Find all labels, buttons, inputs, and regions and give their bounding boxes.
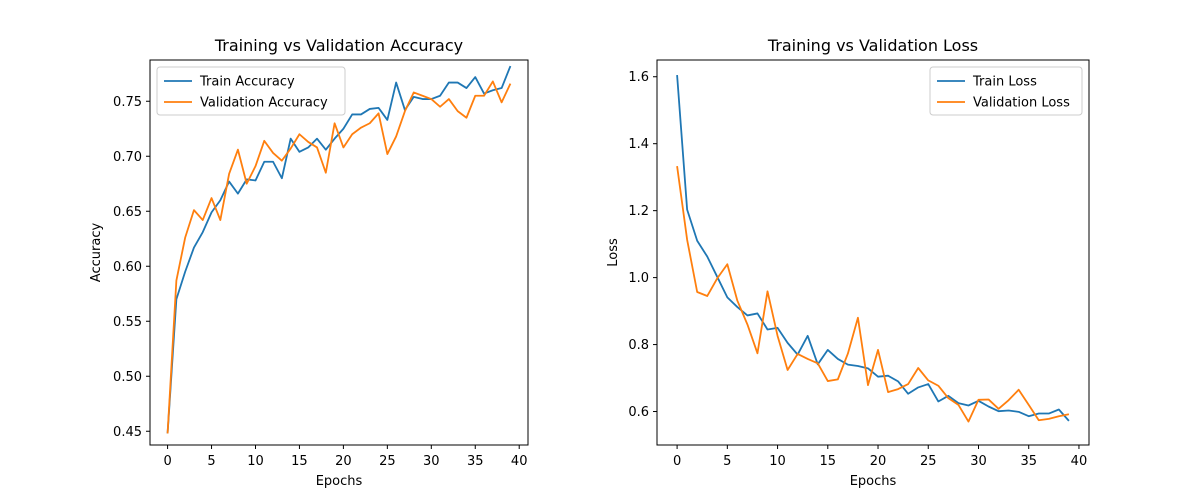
y-tick-label: 0.50 <box>113 370 142 385</box>
series-line-validation-accuracy <box>166 80 512 434</box>
legend: Train Accuracy Validation Accuracy <box>156 66 346 116</box>
legend-box <box>929 66 1083 116</box>
accuracy-chart: Training vs Validation Accuracy 0 5 10 15 20 2… <box>89 36 529 489</box>
x-axis-label: Epochs <box>316 474 363 489</box>
x-tick-label: 10 <box>247 454 264 469</box>
loss-chart: Training vs Validation Loss 0 5 10 15 20 25 30 3… <box>606 36 1090 489</box>
chart-title: Training vs Validation Accuracy <box>214 36 463 55</box>
y-tick-label: 1.4 <box>628 137 649 152</box>
series-line-train-accuracy <box>166 65 512 434</box>
x-tick-label: 25 <box>920 454 937 469</box>
x-tick-label: 40 <box>1071 454 1088 469</box>
x-tick-label: 20 <box>335 454 352 469</box>
x-tick-label: 15 <box>820 454 837 469</box>
x-tick-label: 30 <box>423 454 440 469</box>
y-tick-label: 0.8 <box>628 338 649 353</box>
x-tick-label: 0 <box>163 454 171 469</box>
y-tick-label: 0.65 <box>113 205 142 220</box>
y-tick-label: 0.55 <box>113 315 142 330</box>
x-tick-label: 40 <box>511 454 528 469</box>
series-line-validation-loss <box>676 166 1070 423</box>
y-tick-label: 0.6 <box>628 405 649 420</box>
y-tick-label: 1.2 <box>628 204 649 219</box>
x-tick-label: 25 <box>379 454 396 469</box>
x-tick-label: 20 <box>870 454 887 469</box>
y-tick-label: 0.45 <box>113 425 142 440</box>
legend-label: Validation Loss <box>973 96 1070 111</box>
legend-label: Train Loss <box>972 75 1037 90</box>
x-axis-label: Epochs <box>850 474 897 489</box>
x-tick-label: 35 <box>467 454 484 469</box>
x-tick-label: 35 <box>1020 454 1037 469</box>
legend-label: Train Accuracy <box>199 75 295 90</box>
y-tick-label: 1.0 <box>628 271 649 286</box>
x-tick-label: 5 <box>207 454 215 469</box>
y-axis-label: Accuracy <box>89 223 104 283</box>
y-tick-label: 1.6 <box>628 70 649 85</box>
y-axis-label: Loss <box>606 238 621 267</box>
x-tick-label: 10 <box>769 454 786 469</box>
plot-frame <box>656 59 1090 446</box>
legend-box <box>156 66 346 116</box>
chart-title: Training vs Validation Loss <box>767 36 978 55</box>
x-tick-label: 5 <box>723 454 731 469</box>
legend-label: Validation Accuracy <box>200 96 328 111</box>
x-tick-label: 0 <box>673 454 681 469</box>
x-tick-label: 30 <box>970 454 987 469</box>
legend: Train Loss Validation Loss <box>929 66 1083 116</box>
plot-frame <box>149 59 529 446</box>
y-tick-label: 0.75 <box>113 95 142 110</box>
x-tick-label: 15 <box>291 454 308 469</box>
y-tick-label: 0.70 <box>113 150 142 165</box>
y-tick-label: 0.60 <box>113 260 142 275</box>
